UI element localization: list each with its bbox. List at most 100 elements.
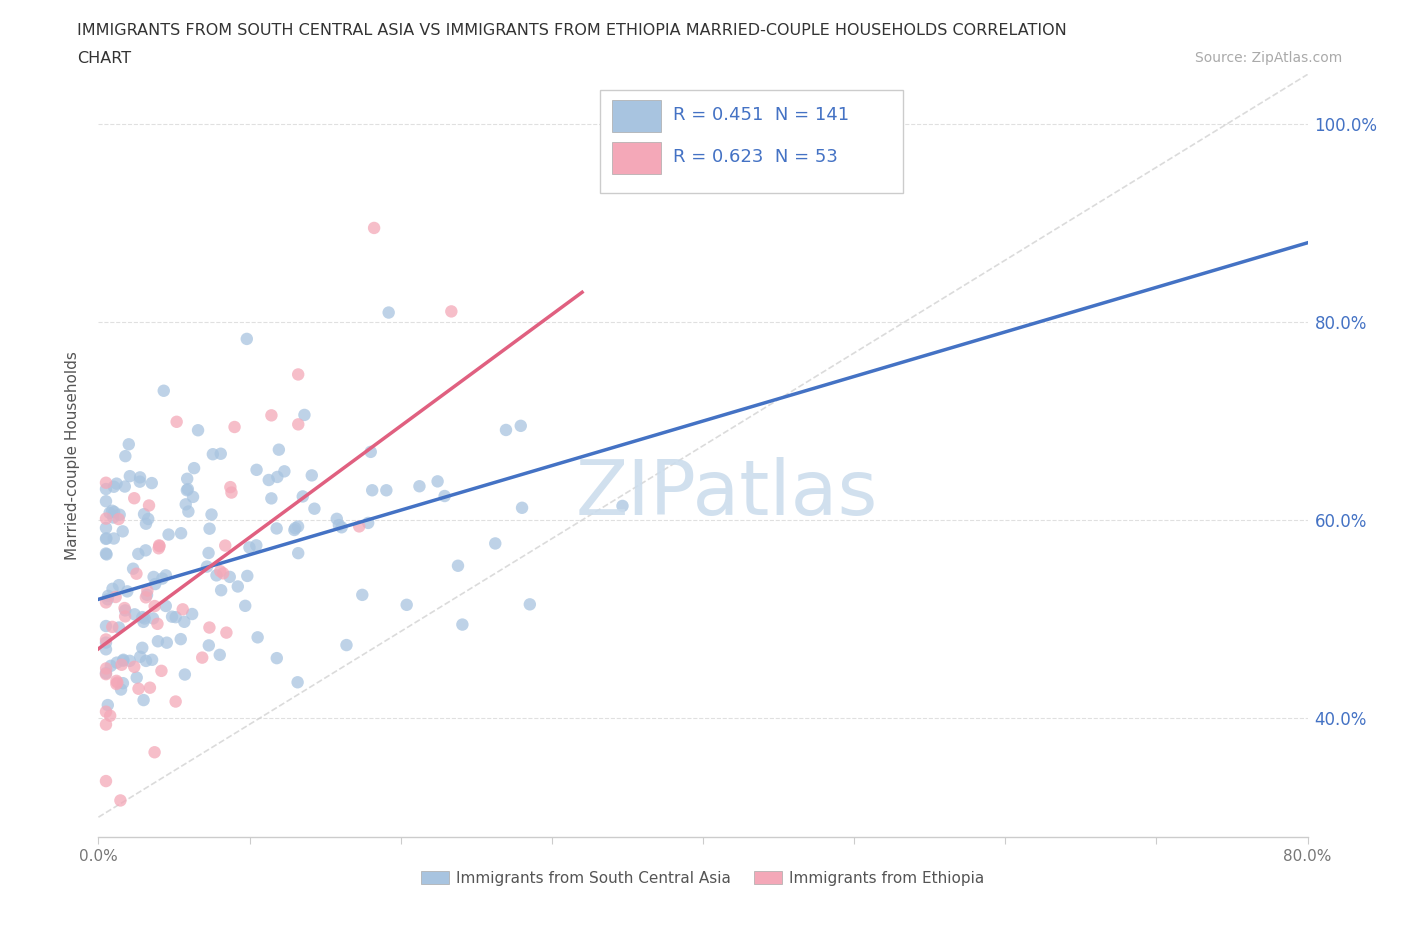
Point [375,483,398,498]
Point [124,607,146,622]
Point [94,717,117,732]
Point [94,494,117,509]
Point [110,682,132,697]
Point [118,469,141,484]
Text: Source: ZipAtlas.com: Source: ZipAtlas.com [1195,51,1343,65]
Point [160,609,183,624]
Point [612,498,634,513]
Point [236,331,259,346]
Point [408,479,430,494]
Point [114,603,136,618]
Point [131,641,153,656]
Point [260,491,283,506]
Point [352,588,374,603]
Point [294,407,316,422]
Point [361,483,384,498]
Point [129,649,152,664]
Point [114,601,136,616]
Point [148,541,170,556]
Point [107,512,129,526]
Point [287,417,309,432]
Point [141,652,163,667]
Point [172,602,194,617]
Point [96,547,118,562]
Point [122,659,145,674]
Point [519,597,541,612]
Point [101,581,124,596]
Point [97,589,120,604]
Point [110,658,132,672]
Point [146,634,169,649]
Point [94,704,117,719]
Point [219,480,242,495]
Point [105,656,128,671]
Text: ZIPatlas: ZIPatlas [576,457,879,531]
Point [176,472,198,486]
Point [100,658,122,673]
Point [205,568,228,583]
Point [218,569,240,584]
Point [495,422,517,437]
Point [451,618,474,632]
Point [125,566,148,581]
Point [238,540,260,555]
Point [214,538,236,553]
Point [125,671,148,685]
Point [177,482,200,497]
Point [117,584,139,599]
Point [128,474,150,489]
Point [138,498,160,513]
Point [108,578,131,592]
Point [105,675,128,690]
Point [301,468,323,483]
Point [135,654,157,669]
Point [200,507,222,522]
Point [132,615,155,630]
FancyBboxPatch shape [613,141,661,174]
Point [155,568,177,583]
Point [103,504,125,519]
Text: IMMIGRANTS FROM SOUTH CENTRAL ASIA VS IMMIGRANTS FROM ETHIOPIA MARRIED-COUPLE HO: IMMIGRANTS FROM SOUTH CENTRAL ASIA VS IM… [77,23,1067,38]
Point [94,531,117,546]
Point [141,475,163,490]
Point [114,609,136,624]
Point [177,504,200,519]
FancyBboxPatch shape [613,100,661,132]
Point [233,598,256,613]
Point [155,599,177,614]
Point [152,383,174,398]
Point [148,538,170,553]
Point [122,562,145,577]
FancyBboxPatch shape [600,89,903,193]
Point [105,476,128,491]
Point [236,568,259,583]
Point [111,676,134,691]
Text: CHART: CHART [77,51,131,66]
Point [139,680,162,695]
Point [209,564,232,578]
Point [146,617,169,631]
Point [94,774,117,789]
Point [97,591,120,606]
Point [221,485,243,500]
Point [257,472,280,487]
Point [94,512,117,526]
Point [94,595,117,610]
Point [105,673,128,688]
Point [484,536,506,551]
Point [136,583,159,598]
Point [165,694,187,709]
Point [183,460,205,475]
Point [291,489,314,504]
Point [510,500,533,515]
Point [94,546,117,561]
Point [112,652,135,667]
Point [245,538,267,552]
Point [273,464,295,479]
Text: R = 0.451  N = 141: R = 0.451 N = 141 [672,106,849,124]
Point [131,610,153,625]
Point [142,611,165,626]
Point [143,577,166,591]
Point [181,489,204,504]
Point [156,635,179,650]
